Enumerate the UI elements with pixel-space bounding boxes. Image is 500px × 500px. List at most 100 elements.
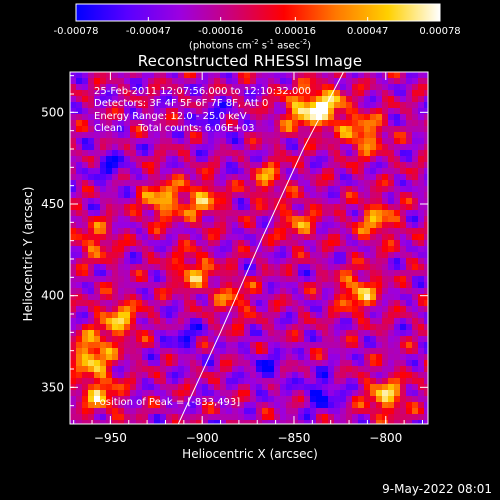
image-pixel bbox=[376, 78, 383, 85]
image-pixel bbox=[268, 192, 275, 199]
image-pixel bbox=[202, 420, 209, 424]
image-pixel bbox=[142, 330, 149, 337]
image-pixel bbox=[322, 78, 329, 85]
image-pixel bbox=[142, 270, 149, 277]
image-pixel bbox=[142, 210, 149, 217]
image-pixel bbox=[142, 186, 149, 193]
image-pixel bbox=[274, 144, 281, 151]
image-pixel bbox=[418, 186, 425, 193]
image-pixel bbox=[400, 114, 407, 121]
image-pixel bbox=[148, 78, 155, 85]
image-pixel bbox=[88, 372, 95, 379]
image-pixel bbox=[304, 378, 311, 385]
image-pixel bbox=[136, 342, 143, 349]
image-pixel bbox=[370, 168, 377, 175]
image-pixel bbox=[424, 216, 428, 223]
image-pixel bbox=[334, 90, 341, 97]
image-pixel bbox=[280, 300, 287, 307]
image-pixel bbox=[76, 216, 83, 223]
image-pixel bbox=[406, 126, 413, 133]
image-pixel bbox=[196, 252, 203, 259]
image-pixel bbox=[250, 192, 257, 199]
image-pixel bbox=[340, 144, 347, 151]
image-pixel bbox=[310, 360, 317, 367]
image-pixel bbox=[142, 174, 149, 181]
image-pixel bbox=[178, 144, 185, 151]
image-pixel bbox=[136, 330, 143, 337]
image-pixel bbox=[334, 282, 341, 289]
image-pixel bbox=[358, 252, 365, 259]
image-pixel bbox=[130, 210, 137, 217]
image-pixel bbox=[172, 384, 179, 391]
image-pixel bbox=[166, 366, 173, 373]
image-pixel bbox=[370, 276, 377, 283]
image-pixel bbox=[154, 342, 161, 349]
image-pixel bbox=[130, 96, 137, 103]
image-pixel bbox=[388, 258, 395, 265]
image-pixel bbox=[424, 414, 428, 421]
image-pixel bbox=[82, 198, 89, 205]
image-pixel bbox=[328, 390, 335, 397]
image-pixel bbox=[388, 354, 395, 361]
image-pixel bbox=[310, 174, 317, 181]
image-pixel bbox=[418, 378, 425, 385]
image-pixel bbox=[256, 348, 263, 355]
image-pixel bbox=[298, 222, 305, 229]
image-pixel bbox=[376, 102, 383, 109]
image-pixel bbox=[190, 198, 197, 205]
image-pixel bbox=[388, 198, 395, 205]
image-pixel bbox=[148, 264, 155, 271]
image-pixel bbox=[226, 114, 233, 121]
image-pixel bbox=[196, 126, 203, 133]
image-pixel bbox=[268, 270, 275, 277]
image-pixel bbox=[256, 318, 263, 325]
image-pixel bbox=[310, 348, 317, 355]
image-pixel bbox=[352, 354, 359, 361]
image-pixel bbox=[220, 228, 227, 235]
image-pixel bbox=[370, 180, 377, 187]
image-pixel bbox=[286, 360, 293, 367]
image-pixel bbox=[256, 108, 263, 115]
image-pixel bbox=[160, 210, 167, 217]
image-pixel bbox=[172, 126, 179, 133]
image-pixel bbox=[160, 390, 167, 397]
image-pixel bbox=[376, 114, 383, 121]
image-pixel bbox=[208, 144, 215, 151]
image-pixel bbox=[142, 366, 149, 373]
image-pixel bbox=[412, 336, 419, 343]
image-pixel bbox=[394, 180, 401, 187]
image-pixel bbox=[400, 204, 407, 211]
image-pixel bbox=[304, 132, 311, 139]
image-pixel bbox=[292, 414, 299, 421]
image-pixel bbox=[94, 204, 101, 211]
image-pixel bbox=[400, 174, 407, 181]
image-pixel bbox=[280, 264, 287, 271]
image-pixel bbox=[316, 102, 323, 109]
image-pixel bbox=[136, 414, 143, 421]
image-pixel bbox=[400, 138, 407, 145]
image-pixel bbox=[424, 312, 428, 319]
image-pixel bbox=[100, 174, 107, 181]
image-pixel bbox=[100, 336, 107, 343]
image-pixel bbox=[88, 84, 95, 91]
image-pixel bbox=[118, 204, 125, 211]
image-pixel bbox=[166, 318, 173, 325]
image-pixel bbox=[76, 324, 83, 331]
image-pixel bbox=[310, 192, 317, 199]
image-pixel bbox=[376, 282, 383, 289]
image-pixel bbox=[328, 246, 335, 253]
image-pixel bbox=[412, 408, 419, 415]
image-pixel bbox=[70, 78, 77, 85]
image-pixel bbox=[244, 348, 251, 355]
image-pixel bbox=[226, 84, 233, 91]
image-pixel bbox=[358, 120, 365, 127]
image-pixel bbox=[316, 234, 323, 241]
image-pixel bbox=[340, 378, 347, 385]
image-pixel bbox=[382, 336, 389, 343]
image-pixel bbox=[286, 276, 293, 283]
image-pixel bbox=[322, 90, 329, 97]
image-pixel bbox=[130, 84, 137, 91]
image-pixel bbox=[178, 306, 185, 313]
image-pixel bbox=[274, 126, 281, 133]
